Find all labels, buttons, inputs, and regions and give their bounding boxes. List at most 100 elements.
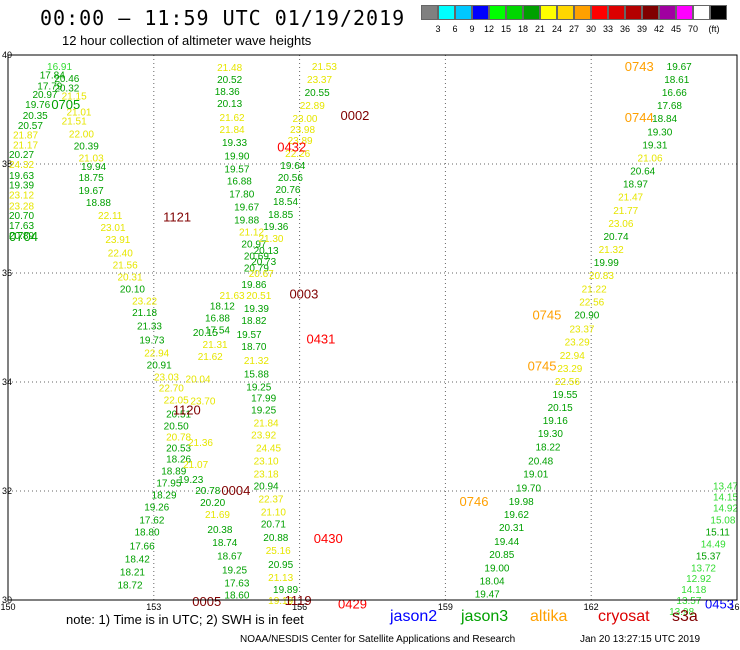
wave-height-point: 20.32 [54, 84, 79, 95]
wave-height-point: 22.70 [159, 383, 184, 394]
color-swatch [693, 5, 710, 20]
wave-height-point: 24.32 [9, 160, 34, 171]
wave-height-point: 19.98 [509, 497, 534, 508]
wave-height-point: 23.01 [100, 223, 125, 234]
color-scale-tick: 21 [534, 24, 546, 34]
color-scale-tick: 24 [551, 24, 563, 34]
wave-height-point: 18.88 [86, 198, 111, 209]
wave-height-point: 16.91 [47, 62, 72, 73]
wave-height-point: 20.38 [207, 525, 232, 536]
wave-height-point: 21.06 [638, 153, 663, 164]
wave-height-point: 19.67 [79, 186, 104, 197]
wave-height-point: 23.18 [254, 470, 279, 481]
credit-line: NOAA/NESDIS Center for Satellite Applica… [240, 634, 516, 645]
wave-height-point: 21.31 [203, 340, 228, 351]
wave-height-point: 23.00 [292, 114, 317, 125]
wave-height-point: 21.18 [132, 308, 157, 319]
wave-height-point: 22.94 [144, 349, 169, 360]
pass-time-label: 0745 [528, 359, 557, 374]
pass-time-labels: 0705 0704 1121 1120 0004 0005 0002 0432 0003 0431… [9, 59, 734, 611]
wave-height-point: 17.54 [205, 326, 230, 337]
wave-height-point: 18.22 [535, 442, 560, 453]
longitude-tick-label: 153 [146, 602, 161, 612]
page-subtitle: 12 hour collection of altimeter wave hei… [62, 33, 312, 48]
wave-height-point: 21.03 [79, 153, 104, 164]
wave-height-point: 20.97 [241, 240, 266, 251]
wave-height-point: 18.12 [210, 302, 235, 313]
wave-height-point: 19.90 [224, 151, 249, 162]
wave-height-point: 18.75 [79, 173, 104, 184]
wave-height-point: 20.10 [120, 284, 145, 295]
wave-height-point: 23.12 [9, 191, 34, 202]
color-swatch [438, 5, 455, 20]
wave-height-point: 15.11 [706, 527, 731, 538]
wave-height-point: 16.66 [662, 88, 687, 99]
wave-height-point: 17.84 [40, 71, 65, 82]
wave-height-point: 18.60 [224, 591, 249, 602]
wave-height-point: 21.77 [613, 206, 638, 217]
legend-jason3: jason3 [461, 608, 509, 625]
wave-height-point: 19.67 [667, 62, 692, 73]
wave-height-point: 22.56 [555, 377, 580, 388]
wave-height-point: 17.95 [156, 478, 181, 489]
wave-height-point: 23.70 [190, 397, 215, 408]
wave-height-point: 20.78 [195, 486, 220, 497]
wave-height-point: 21.48 [217, 63, 242, 74]
wave-height-point: 20.95 [268, 560, 293, 571]
wave-height-point: 21.13 [268, 573, 293, 584]
pass-time-label: 0432 [277, 140, 306, 155]
wave-height-point: 17.99 [251, 393, 276, 404]
wave-height-point: 19.30 [538, 429, 563, 440]
wave-height-point: 20.55 [305, 88, 330, 99]
wave-height-point: 19.73 [139, 335, 164, 346]
wave-height-point: 17.62 [139, 515, 164, 526]
wave-height-point: 18.84 [652, 114, 677, 125]
wave-height-point: 20.76 [275, 185, 300, 196]
color-swatch [506, 5, 523, 20]
wave-height-point: 17.80 [229, 189, 254, 200]
latitude-tick-label: 36 [2, 268, 12, 278]
wave-height-point: 20.39 [74, 141, 99, 152]
page-title: 00:00 – 11:59 UTC 01/19/2019 [40, 6, 406, 30]
longitude-tick-label: 162 [584, 602, 599, 612]
wave-height-point: 19.94 [81, 162, 106, 173]
color-swatch [591, 5, 608, 20]
wave-height-point: 23.22 [132, 296, 157, 307]
wave-height-point: 20.83 [589, 271, 614, 282]
wave-height-point: 20.15 [548, 403, 573, 414]
wave-height-point: 16.88 [205, 314, 230, 325]
color-swatch [540, 5, 557, 20]
wave-height-point: 20.46 [54, 74, 79, 85]
latitude-tick-label: 40 [2, 50, 12, 60]
wave-height-point: 19.26 [144, 502, 169, 513]
wave-height-point: 22.40 [108, 248, 133, 259]
pass-time-label: 0704 [9, 229, 38, 244]
pass-time-label: 0003 [289, 287, 318, 302]
color-scale-tick: 45 [670, 24, 682, 34]
color-swatch [676, 5, 693, 20]
color-swatch [642, 5, 659, 20]
color-scale-tick: 3 [435, 24, 441, 34]
wave-height-point: 20.69 [244, 252, 269, 263]
wave-height-point: 19.64 [280, 161, 305, 172]
wave-height-point: 18.26 [166, 454, 191, 465]
latitude-tick-label: 32 [2, 486, 12, 496]
pass-time-label: 0745 [532, 307, 561, 322]
wave-height-point: 23.92 [251, 430, 276, 441]
wave-height-point: 19.25 [251, 405, 276, 416]
latitude-tick-label: 30 [2, 595, 12, 605]
pass-time-label: 0005 [192, 594, 221, 609]
wave-height-point: 15.37 [696, 551, 721, 562]
pass-time-label: 0705 [51, 97, 80, 112]
legend-cryosat: cryosat [598, 608, 650, 625]
wave-height-point: 22.00 [69, 129, 94, 140]
wave-height-point: 19.55 [552, 390, 577, 401]
wave-height-point: 20.89 [9, 231, 34, 242]
pass-time-label: 0429 [338, 596, 367, 611]
wave-height-point: 21.84 [220, 125, 245, 136]
wave-height-point: 18.61 [664, 75, 689, 86]
wave-height-point: 20.31 [499, 523, 524, 534]
latitude-tick-label: 34 [2, 377, 12, 387]
wave-height-point: 23.29 [565, 338, 590, 349]
